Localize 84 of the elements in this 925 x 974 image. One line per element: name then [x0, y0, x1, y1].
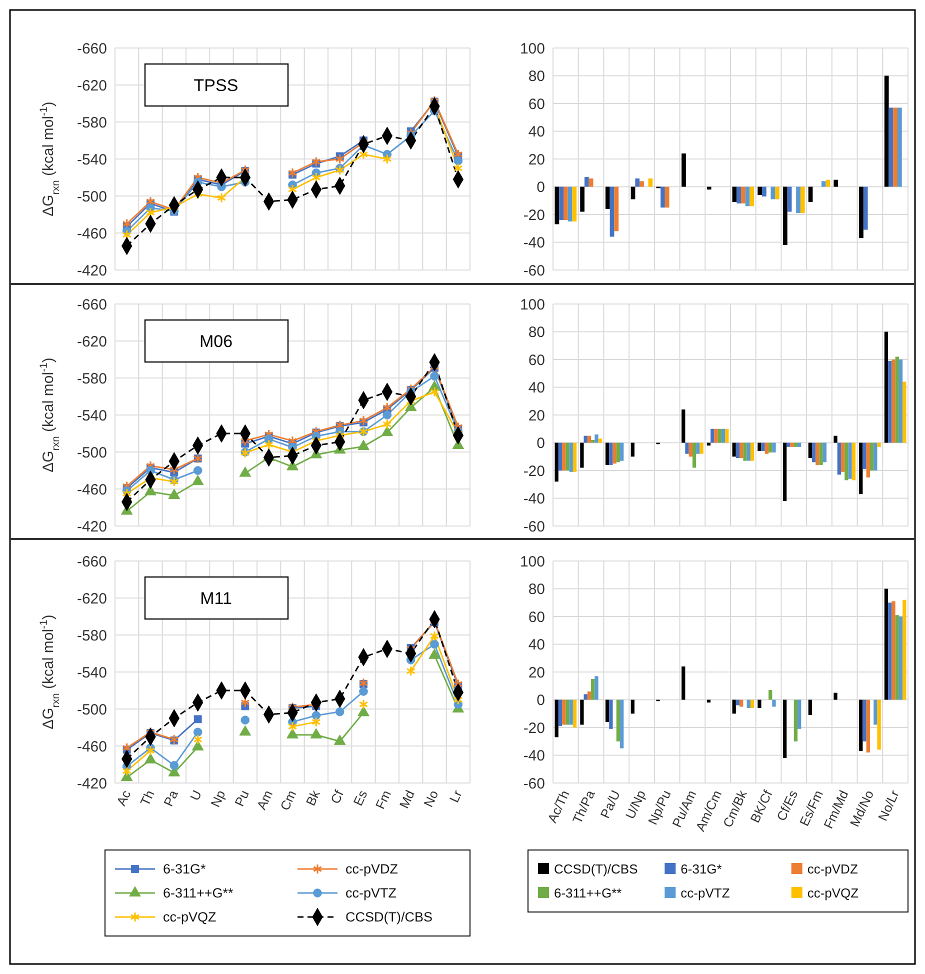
y-tick-label: -420 [76, 775, 107, 792]
y-tick-label: -660 [76, 553, 107, 570]
y-tick-label: 60 [528, 352, 545, 369]
y-tick-label: -460 [76, 738, 107, 756]
y-tick-label: -500 [76, 701, 107, 718]
y-tick-label: -580 [76, 114, 107, 132]
y-tick-label: 20 [528, 151, 545, 168]
x-tick-label: Ac/Th [544, 788, 572, 826]
x-tick-label: No [420, 788, 442, 810]
x-tick-label: Am [254, 788, 276, 812]
x-tick-label: Cm [277, 788, 300, 813]
y-tick-label: -540 [76, 151, 107, 168]
y-tick-label: -620 [76, 333, 107, 350]
legend-label: cc-pVQZ [807, 886, 859, 901]
y-tick-label: -580 [76, 627, 107, 644]
y-tick-label: -580 [76, 370, 107, 388]
x-tick-label: U [186, 788, 205, 803]
legend-label: 6-31G* [163, 862, 207, 877]
x-tick-label: Fm [372, 788, 394, 812]
y-tick-label: 100 [520, 40, 545, 58]
y-tick-label: 40 [528, 124, 545, 140]
legend-label: CCSD(T)/CBS [554, 862, 638, 877]
x-tick-label: U/Np [622, 788, 648, 822]
y-tick-label: -660 [76, 296, 107, 314]
x-tick-label: Cf [327, 788, 347, 806]
y-tick-label: 60 [528, 96, 545, 113]
y-tick-label: -460 [76, 481, 107, 498]
y-tick-label: -620 [76, 590, 107, 608]
y-tick-label: 40 [528, 636, 545, 654]
legend-label: CCSD(T)/CBS [346, 910, 432, 925]
text: TPSS [194, 76, 238, 95]
y-tick-label: -620 [76, 77, 107, 94]
y-tick-label: -500 [76, 188, 107, 206]
y-tick-label: -60 [523, 262, 545, 280]
x-tick-label: Ac [114, 787, 134, 808]
y-tick-label: 0 [536, 692, 545, 709]
y-tick-label: -20 [523, 462, 545, 480]
y-tick-label: -500 [76, 444, 107, 462]
y-tick-label: -20 [523, 720, 545, 737]
legend-label: cc-pVTZ [346, 886, 397, 901]
legend-label: cc-pVTZ [680, 886, 730, 901]
legend-label: cc-pVDZ [346, 862, 398, 877]
x-tick-label: Th [137, 788, 158, 808]
y-tick-label: -60 [523, 775, 545, 792]
legend-label: 6-311++G** [163, 886, 234, 901]
y-tick-label: -540 [76, 664, 107, 682]
x-tick-label: Bk [302, 787, 324, 808]
y-tick-label: 80 [528, 324, 545, 341]
x-tick-label: Lr [446, 787, 466, 805]
x-tick-label: Np [208, 788, 228, 810]
y-tick-label: -40 [523, 748, 545, 764]
text: M06 [199, 332, 233, 351]
x-tick-label: Pa [160, 787, 182, 809]
y-tick-label: 80 [528, 68, 545, 85]
x-tick-label: Pu [232, 788, 252, 809]
legend-label: cc-pVQZ [163, 910, 216, 925]
y-tick-label: -420 [76, 518, 107, 536]
y-tick-label: -460 [76, 225, 107, 242]
y-tick-label: -40 [523, 234, 545, 252]
y-tick-label: -20 [523, 206, 545, 224]
text: M11 [200, 588, 232, 608]
legend-label: 6-311++G** [554, 886, 622, 901]
y-tick-label: 60 [528, 608, 545, 626]
y-tick-label: -540 [76, 407, 107, 424]
y-tick-label: 20 [528, 664, 545, 682]
y-tick-label: 20 [528, 407, 545, 424]
y-tick-label: 0 [536, 435, 545, 452]
x-tick-label: BK/Cf [747, 788, 776, 826]
x-tick-label: Cf/Es [774, 787, 801, 824]
y-tick-label: -660 [76, 40, 107, 58]
y-tick-label: -60 [523, 518, 545, 536]
y-tick-label: 80 [528, 581, 545, 598]
y-tick-label: -40 [523, 490, 545, 508]
x-tick-label: Pa/U [597, 788, 624, 820]
y-tick-label: 100 [520, 296, 545, 314]
x-tick-label: Es [350, 787, 370, 808]
x-tick-label: Md [396, 788, 418, 811]
legend-label: 6-31G* [680, 862, 722, 877]
y-tick-label: 100 [520, 553, 545, 570]
y-tick-label: 40 [528, 380, 545, 396]
y-tick-label: -420 [76, 262, 107, 280]
legend-label: cc-pVDZ [807, 862, 858, 877]
x-tick-label: No/Lr [875, 787, 902, 824]
y-tick-label: 0 [536, 179, 545, 196]
